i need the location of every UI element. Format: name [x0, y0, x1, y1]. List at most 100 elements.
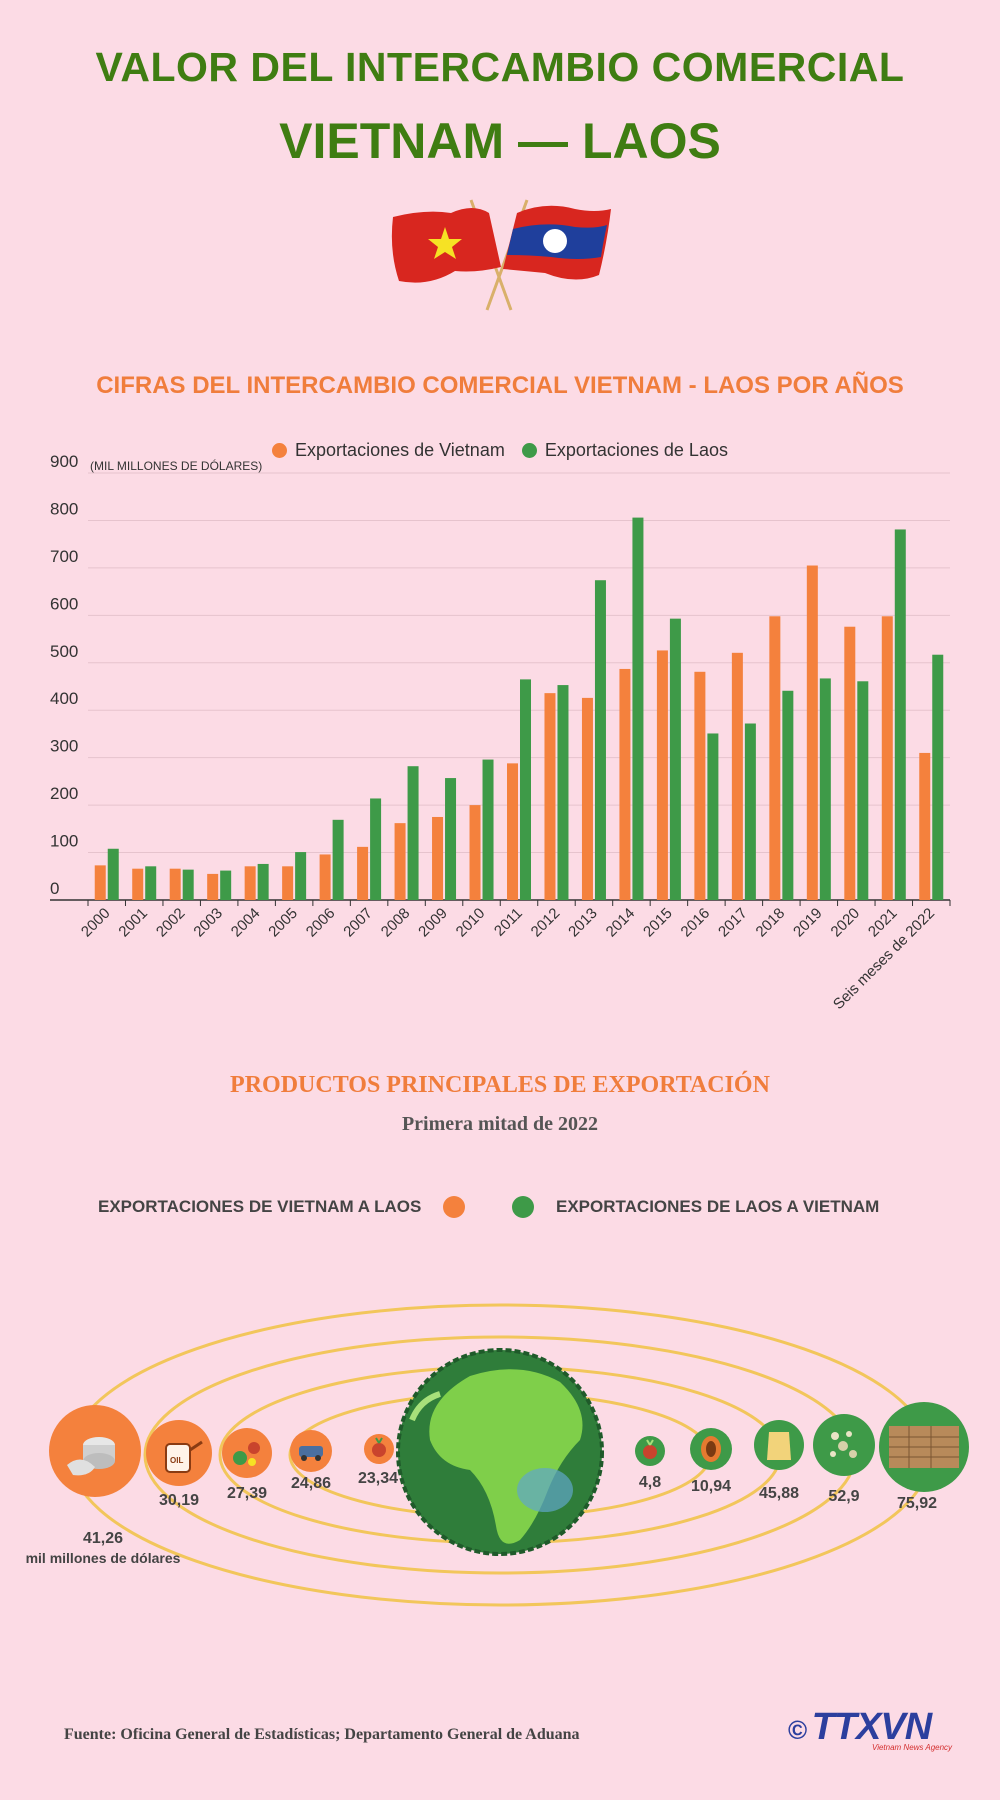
legend-item-vietnam: Exportaciones de Vietnam	[272, 440, 505, 461]
vietnam-item-value-1: 41,26	[82, 1530, 124, 1547]
rubber-icon	[690, 1428, 732, 1470]
oil-can-icon: OIL	[146, 1420, 212, 1486]
logo-subtitle: Vietnam News Agency	[872, 1743, 953, 1752]
x-tick-label: 2003	[190, 905, 226, 941]
vietnam-item-value-2: 30,19	[158, 1492, 200, 1509]
vehicle-icon	[290, 1430, 332, 1472]
bar-laos	[819, 678, 831, 900]
y-tick-label: 600	[50, 594, 78, 613]
main-title: VALOR DEL INTERCAMBIO COMERCIAL	[95, 44, 905, 90]
laos-item-value-1: 4,8	[638, 1474, 662, 1491]
y-tick-label: 900	[50, 455, 78, 471]
x-tick-label: 2019	[790, 905, 826, 941]
vietnam-flag-icon	[391, 208, 501, 283]
x-tick-label: 2002	[153, 905, 189, 941]
legend-swatch-vietnam	[272, 443, 288, 458]
bar-laos	[445, 778, 457, 900]
bar-vietnam	[244, 866, 256, 900]
bar-laos	[669, 618, 681, 900]
bar-vietnam	[581, 697, 593, 900]
products-legend-laos-swatch	[512, 1196, 534, 1218]
laos-item-value-5: 75,92	[896, 1495, 938, 1512]
logo-copyright: ©	[788, 1715, 808, 1745]
bar-laos	[182, 869, 194, 900]
vietnam-item-value-3: 27,39	[226, 1485, 268, 1502]
crossed-flags-icon	[391, 199, 611, 311]
vietnam-item-unit-1: mil millones de dólares	[25, 1550, 181, 1566]
globe-icon	[396, 1348, 604, 1556]
y-tick-label: 800	[50, 499, 78, 518]
legend-swatch-laos	[521, 443, 537, 458]
bar-laos	[107, 848, 119, 900]
bar-vietnam	[919, 752, 931, 900]
x-tick-label: 2009	[415, 905, 451, 941]
x-tick-label: 2006	[303, 905, 339, 941]
laos-item-value-4: 52,9	[828, 1488, 860, 1505]
bar-vietnam	[357, 846, 369, 900]
vietnam-item-value-4: 24,86	[290, 1475, 332, 1492]
chart-legend: Exportaciones de Vietnam Exportaciones d…	[0, 440, 1000, 463]
bar-laos	[557, 685, 569, 900]
x-tick-label: 2014	[603, 905, 639, 941]
bar-laos	[370, 798, 382, 900]
y-tick-label: 500	[50, 642, 78, 661]
bar-vietnam	[619, 668, 631, 900]
machinery-icon	[222, 1428, 272, 1478]
bar-laos	[707, 733, 719, 900]
source-note: Fuente: Oficina General de Estadísticas;…	[64, 1726, 580, 1743]
legend-item-laos: Exportaciones de Laos	[521, 440, 728, 461]
wood-icon	[879, 1402, 969, 1492]
products-legend-vietnam-label: EXPORTACIONES DE VIETNAM A LAOS	[98, 1197, 422, 1216]
bar-vietnam	[806, 565, 818, 900]
ore-icon	[813, 1414, 875, 1476]
x-tick-label: 2007	[340, 905, 376, 941]
x-tick-label: 2000	[78, 905, 114, 941]
x-tick-label: 2015	[640, 905, 676, 941]
bar-laos	[332, 819, 344, 900]
y-tick-label: 100	[50, 832, 78, 851]
y-tick-label: 200	[50, 784, 78, 803]
vegetables-icon	[635, 1436, 665, 1466]
products-legend-vietnam: EXPORTACIONES DE VIETNAM A LAOS	[98, 1196, 466, 1218]
x-tick-label: 2012	[528, 905, 564, 941]
bar-vietnam	[694, 671, 706, 900]
y-axis-label: (MIL MILLONES DE DÓLARES)	[90, 458, 262, 473]
bar-vietnam	[731, 652, 743, 900]
legend-label-laos: Exportaciones de Laos	[544, 440, 728, 460]
y-tick-label: 300	[50, 737, 78, 756]
x-tick-label: 2017	[715, 905, 751, 941]
laos-item-value-3: 45,88	[758, 1485, 800, 1502]
legend-label-vietnam: Exportaciones de Vietnam	[295, 440, 505, 460]
vegetables-icon	[364, 1434, 394, 1464]
bar-vietnam	[844, 626, 856, 900]
y-tick-label: 700	[50, 547, 78, 566]
bar-laos	[932, 654, 944, 900]
bar-vietnam	[394, 823, 406, 900]
x-tick-label: 2013	[565, 905, 601, 941]
bar-vietnam	[94, 865, 106, 900]
x-tick-label: 2005	[265, 905, 301, 941]
logo-text: TTXVN	[811, 1706, 933, 1748]
bar-vietnam	[881, 616, 893, 900]
bar-vietnam	[769, 616, 781, 900]
bar-laos	[295, 852, 307, 900]
bar-laos	[857, 681, 869, 900]
products-legend-laos-label: EXPORTACIONES DE LAOS A VIETNAM	[556, 1197, 880, 1216]
bar-vietnam	[319, 854, 331, 900]
x-tick-label: 2020	[828, 905, 864, 941]
bar-vietnam	[432, 816, 444, 900]
bar-laos	[632, 517, 644, 900]
bar-vietnam	[656, 650, 668, 900]
main-subtitle: VIETNAM — LAOS	[279, 113, 721, 169]
bar-laos	[520, 679, 531, 900]
bar-vietnam	[132, 868, 144, 900]
bar-laos	[145, 866, 157, 900]
bar-laos	[894, 529, 906, 900]
bar-laos	[482, 759, 494, 900]
x-tick-label: 2001	[115, 905, 151, 941]
steel-icon	[49, 1405, 141, 1497]
products-legend-laos: EXPORTACIONES DE LAOS A VIETNAM	[512, 1196, 879, 1218]
y-tick-label: 0	[50, 879, 59, 898]
x-tick-label: 2018	[753, 905, 789, 941]
bar-laos	[220, 870, 232, 900]
